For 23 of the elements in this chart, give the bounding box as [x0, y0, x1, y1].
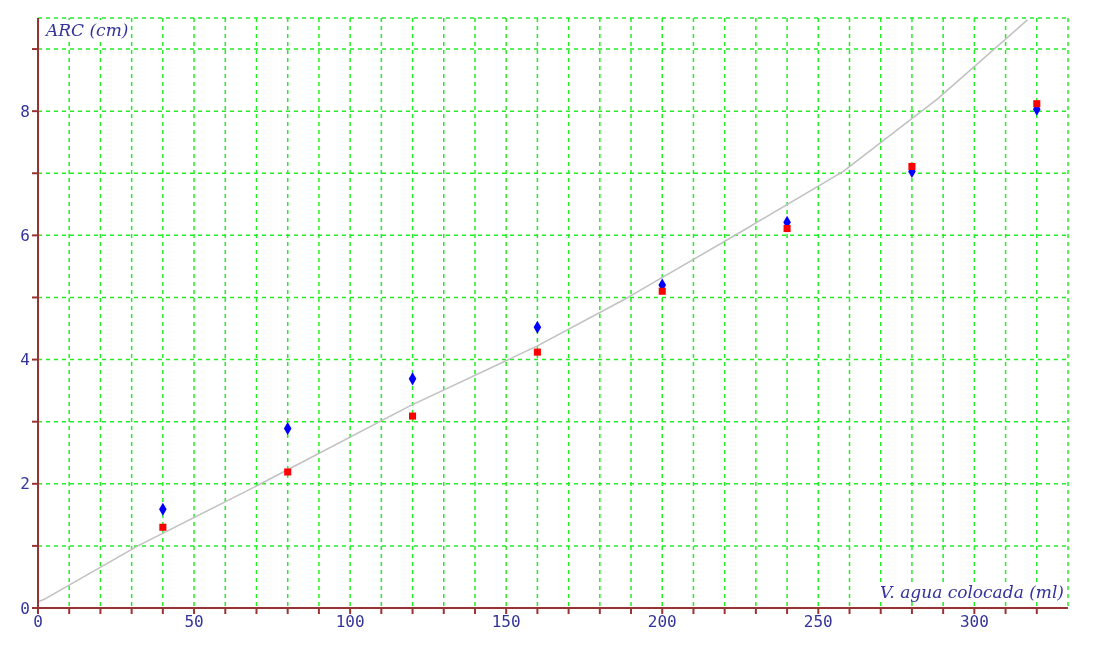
- x-tick-label: 200: [647, 612, 677, 632]
- point: [409, 412, 417, 420]
- point: [1033, 100, 1041, 108]
- x-tick-label: 50: [184, 612, 204, 632]
- y-tick-label: 2: [20, 474, 30, 494]
- x-tick-label: 300: [959, 612, 989, 632]
- y-tick-label: 4: [20, 350, 30, 370]
- point: [658, 287, 666, 295]
- x-axis-title: V. agua colocada (ml): [880, 582, 1064, 602]
- point: [783, 225, 791, 233]
- line-series: [38, 19, 1029, 603]
- point: [159, 523, 167, 531]
- y-tick-label: 6: [20, 226, 30, 246]
- point: [533, 348, 541, 356]
- x-tick-label: 0: [33, 612, 43, 632]
- point: [908, 162, 916, 170]
- x-tick-label: 100: [335, 612, 365, 632]
- y-tick-label: 0: [20, 598, 30, 618]
- x-tick-label: 250: [803, 612, 833, 632]
- y-tick-label: 8: [20, 101, 30, 121]
- y-axis-title: ARC (cm): [46, 20, 129, 40]
- point: [284, 468, 292, 476]
- x-tick-label: 150: [491, 612, 521, 632]
